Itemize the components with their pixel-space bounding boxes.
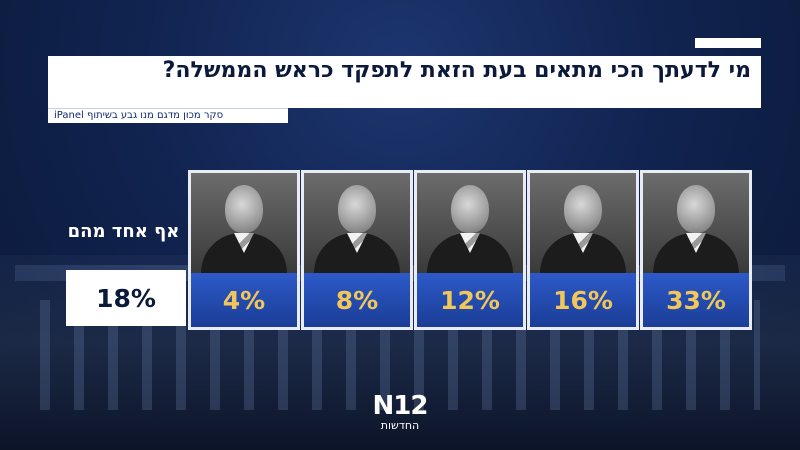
candidate-photo [530, 173, 636, 273]
candidate-column: 12% [414, 170, 526, 330]
source-strip: סקר מכון מדגם מנו גבע בשיתוף iPanel [48, 108, 288, 123]
none-of-them-value: 18% [96, 283, 156, 313]
n12-logo: N12 החדשות [358, 392, 442, 432]
data-label: 12% [440, 285, 500, 315]
data-label: 33% [666, 285, 726, 315]
value-band: 4% [191, 273, 297, 327]
value-band: 8% [304, 273, 410, 327]
title-box: מי לדעתך הכי מתאים בעת הזאת לתפקד כראש ה… [48, 56, 761, 108]
candidate-column: 4% [188, 170, 300, 330]
candidate-column: 8% [301, 170, 413, 330]
portrait-head [451, 185, 489, 233]
chart-title: מי לדעתך הכי מתאים בעת הזאת לתפקד כראש ה… [162, 58, 751, 83]
candidate-photo [191, 173, 297, 273]
candidate-photo [304, 173, 410, 273]
title-accent-bar [695, 38, 761, 48]
value-band: 12% [417, 273, 523, 327]
value-band: 33% [643, 273, 749, 327]
candidate-column: 16% [527, 170, 639, 330]
portrait-head [225, 185, 263, 233]
portrait-head [338, 185, 376, 233]
candidate-photo [643, 173, 749, 273]
portrait-head [564, 185, 602, 233]
data-label: 16% [553, 285, 613, 315]
none-of-them-label: אף אחד מהם [67, 221, 180, 242]
candidate-column: 33% [640, 170, 752, 330]
data-label: 4% [222, 285, 266, 315]
none-of-them-box: 18% [66, 270, 186, 326]
portrait-head [677, 185, 715, 233]
candidate-photo [417, 173, 523, 273]
data-label: 8% [335, 285, 379, 315]
poll-source: סקר מכון מדגם מנו גבע בשיתוף iPanel [54, 110, 224, 121]
logo-subtitle: החדשות [380, 419, 420, 432]
value-band: 16% [530, 273, 636, 327]
logo-mark: N12 [372, 391, 429, 421]
